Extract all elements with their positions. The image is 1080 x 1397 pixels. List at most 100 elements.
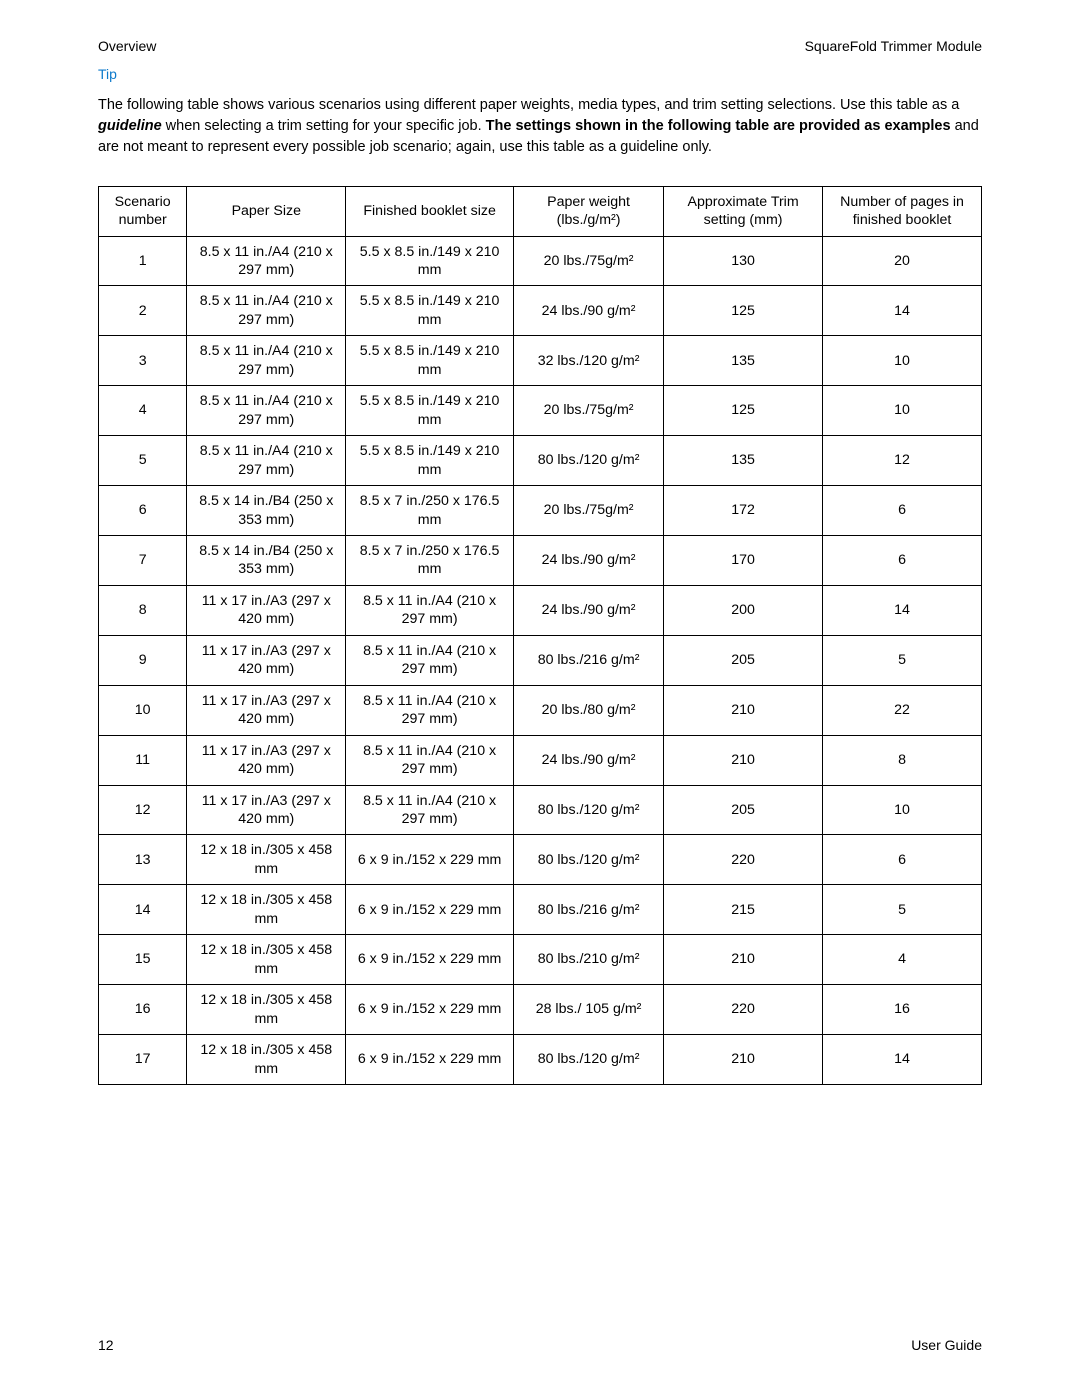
table-row: 58.5 x 11 in./A4 (210 x 297 mm)5.5 x 8.5… bbox=[99, 436, 982, 486]
table-cell: 5 bbox=[823, 635, 982, 685]
table-cell: 6 bbox=[99, 486, 187, 536]
table-cell: 8 bbox=[823, 735, 982, 785]
table-cell: 6 x 9 in./152 x 229 mm bbox=[346, 885, 514, 935]
table-cell: 220 bbox=[664, 985, 823, 1035]
col-header: Scenario number bbox=[99, 186, 187, 236]
table-cell: 8.5 x 14 in./B4 (250 x 353 mm) bbox=[187, 535, 346, 585]
table-cell: 12 bbox=[823, 436, 982, 486]
table-cell: 32 lbs./120 g/m² bbox=[514, 336, 664, 386]
table-cell: 80 lbs./216 g/m² bbox=[514, 885, 664, 935]
table-cell: 8.5 x 11 in./A4 (210 x 297 mm) bbox=[346, 635, 514, 685]
table-row: 1412 x 18 in./305 x 458 mm6 x 9 in./152 … bbox=[99, 885, 982, 935]
table-cell: 6 bbox=[823, 535, 982, 585]
table-cell: 2 bbox=[99, 286, 187, 336]
table-cell: 10 bbox=[823, 336, 982, 386]
table-cell: 24 lbs./90 g/m² bbox=[514, 585, 664, 635]
table-header-row: Scenario number Paper Size Finished book… bbox=[99, 186, 982, 236]
table-cell: 205 bbox=[664, 635, 823, 685]
table-cell: 15 bbox=[99, 935, 187, 985]
table-cell: 11 bbox=[99, 735, 187, 785]
col-header: Paper weight (lbs./g/m²) bbox=[514, 186, 664, 236]
page-number: 12 bbox=[98, 1335, 114, 1355]
table-cell: 6 x 9 in./152 x 229 mm bbox=[346, 935, 514, 985]
intro-bold: The settings shown in the following tabl… bbox=[486, 118, 951, 134]
table-cell: 20 bbox=[823, 236, 982, 286]
table-cell: 4 bbox=[823, 935, 982, 985]
table-cell: 20 lbs./75g/m² bbox=[514, 386, 664, 436]
table-cell: 4 bbox=[99, 386, 187, 436]
table-cell: 8.5 x 7 in./250 x 176.5 mm bbox=[346, 535, 514, 585]
table-row: 1211 x 17 in./A3 (297 x 420 mm)8.5 x 11 … bbox=[99, 785, 982, 835]
table-cell: 12 x 18 in./305 x 458 mm bbox=[187, 985, 346, 1035]
table-cell: 8.5 x 11 in./A4 (210 x 297 mm) bbox=[187, 336, 346, 386]
table-cell: 6 x 9 in./152 x 229 mm bbox=[346, 835, 514, 885]
table-cell: 220 bbox=[664, 835, 823, 885]
table-cell: 8.5 x 11 in./A4 (210 x 297 mm) bbox=[346, 685, 514, 735]
table-cell: 8.5 x 14 in./B4 (250 x 353 mm) bbox=[187, 486, 346, 536]
table-cell: 80 lbs./120 g/m² bbox=[514, 835, 664, 885]
table-cell: 14 bbox=[823, 1035, 982, 1085]
table-row: 38.5 x 11 in./A4 (210 x 297 mm)5.5 x 8.5… bbox=[99, 336, 982, 386]
table-row: 1612 x 18 in./305 x 458 mm6 x 9 in./152 … bbox=[99, 985, 982, 1035]
table-cell: 80 lbs./120 g/m² bbox=[514, 1035, 664, 1085]
table-row: 68.5 x 14 in./B4 (250 x 353 mm)8.5 x 7 i… bbox=[99, 486, 982, 536]
table-cell: 8.5 x 11 in./A4 (210 x 297 mm) bbox=[187, 286, 346, 336]
table-cell: 1 bbox=[99, 236, 187, 286]
table-cell: 20 lbs./80 g/m² bbox=[514, 685, 664, 735]
table-cell: 6 x 9 in./152 x 229 mm bbox=[346, 985, 514, 1035]
table-cell: 14 bbox=[823, 585, 982, 635]
header-right: SquareFold Trimmer Module bbox=[805, 36, 982, 56]
table-cell: 5 bbox=[99, 436, 187, 486]
table-cell: 5 bbox=[823, 885, 982, 935]
table-cell: 135 bbox=[664, 436, 823, 486]
table-cell: 8.5 x 11 in./A4 (210 x 297 mm) bbox=[187, 236, 346, 286]
table-cell: 7 bbox=[99, 535, 187, 585]
table-cell: 22 bbox=[823, 685, 982, 735]
table-cell: 20 lbs./75g/m² bbox=[514, 486, 664, 536]
table-cell: 8.5 x 11 in./A4 (210 x 297 mm) bbox=[187, 386, 346, 436]
table-cell: 5.5 x 8.5 in./149 x 210 mm bbox=[346, 336, 514, 386]
table-cell: 8.5 x 11 in./A4 (210 x 297 mm) bbox=[346, 585, 514, 635]
table-row: 911 x 17 in./A3 (297 x 420 mm)8.5 x 11 i… bbox=[99, 635, 982, 685]
table-cell: 20 lbs./75g/m² bbox=[514, 236, 664, 286]
table-cell: 200 bbox=[664, 585, 823, 635]
col-header: Approximate Trim setting (mm) bbox=[664, 186, 823, 236]
table-cell: 24 lbs./90 g/m² bbox=[514, 286, 664, 336]
table-cell: 14 bbox=[99, 885, 187, 935]
table-cell: 11 x 17 in./A3 (297 x 420 mm) bbox=[187, 635, 346, 685]
table-cell: 12 x 18 in./305 x 458 mm bbox=[187, 1035, 346, 1085]
table-row: 78.5 x 14 in./B4 (250 x 353 mm)8.5 x 7 i… bbox=[99, 535, 982, 585]
table-cell: 12 x 18 in./305 x 458 mm bbox=[187, 835, 346, 885]
table-row: 1111 x 17 in./A3 (297 x 420 mm)8.5 x 11 … bbox=[99, 735, 982, 785]
table-cell: 6 x 9 in./152 x 229 mm bbox=[346, 1035, 514, 1085]
table-cell: 28 lbs./ 105 g/m² bbox=[514, 985, 664, 1035]
table-cell: 11 x 17 in./A3 (297 x 420 mm) bbox=[187, 785, 346, 835]
table-row: 48.5 x 11 in./A4 (210 x 297 mm)5.5 x 8.5… bbox=[99, 386, 982, 436]
table-cell: 172 bbox=[664, 486, 823, 536]
footer-label: User Guide bbox=[911, 1335, 982, 1355]
table-cell: 6 bbox=[823, 835, 982, 885]
table-cell: 10 bbox=[99, 685, 187, 735]
table-row: 1512 x 18 in./305 x 458 mm6 x 9 in./152 … bbox=[99, 935, 982, 985]
table-cell: 11 x 17 in./A3 (297 x 420 mm) bbox=[187, 735, 346, 785]
table-cell: 205 bbox=[664, 785, 823, 835]
table-cell: 5.5 x 8.5 in./149 x 210 mm bbox=[346, 236, 514, 286]
table-cell: 5.5 x 8.5 in./149 x 210 mm bbox=[346, 436, 514, 486]
table-cell: 8 bbox=[99, 585, 187, 635]
table-cell: 8.5 x 11 in./A4 (210 x 297 mm) bbox=[346, 785, 514, 835]
page-footer: 12 User Guide bbox=[98, 1335, 982, 1355]
table-cell: 11 x 17 in./A3 (297 x 420 mm) bbox=[187, 585, 346, 635]
intro-part1: The following table shows various scenar… bbox=[98, 97, 959, 113]
table-cell: 9 bbox=[99, 635, 187, 685]
table-cell: 24 lbs./90 g/m² bbox=[514, 535, 664, 585]
table-cell: 130 bbox=[664, 236, 823, 286]
table-cell: 8.5 x 11 in./A4 (210 x 297 mm) bbox=[346, 735, 514, 785]
table-cell: 6 bbox=[823, 486, 982, 536]
table-cell: 10 bbox=[823, 386, 982, 436]
intro-paragraph: The following table shows various scenar… bbox=[98, 95, 982, 158]
table-row: 1712 x 18 in./305 x 458 mm6 x 9 in./152 … bbox=[99, 1035, 982, 1085]
table-cell: 135 bbox=[664, 336, 823, 386]
intro-part2: when selecting a trim setting for your s… bbox=[162, 118, 486, 134]
table-cell: 80 lbs./216 g/m² bbox=[514, 635, 664, 685]
table-cell: 125 bbox=[664, 286, 823, 336]
